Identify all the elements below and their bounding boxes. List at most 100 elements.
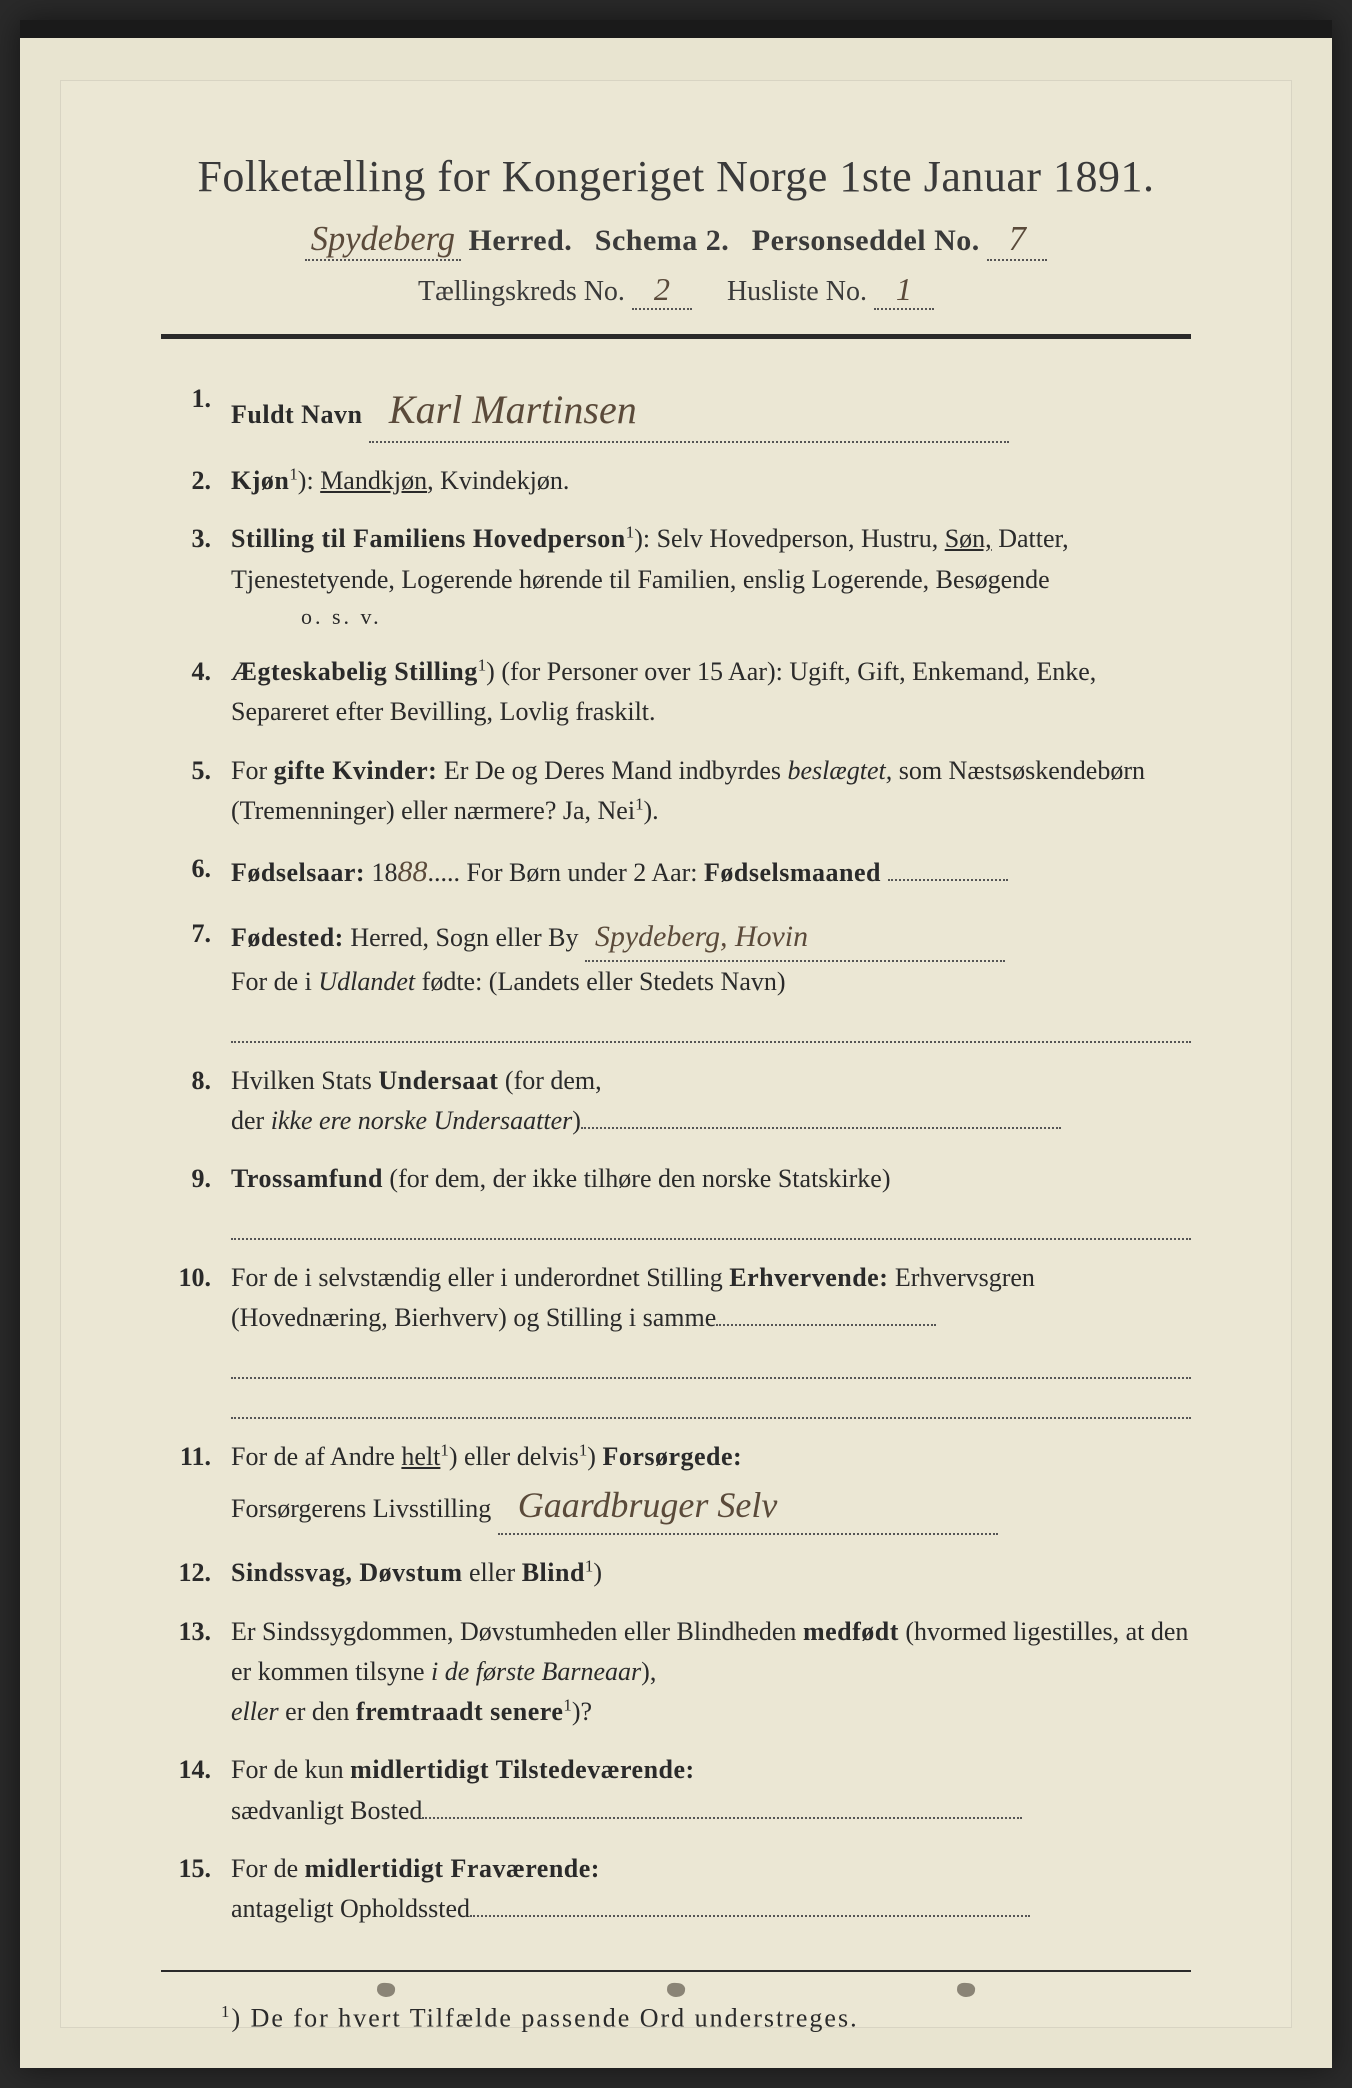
ital: Udlandet (318, 967, 415, 996)
ital: beslægtet, (788, 756, 893, 785)
husliste-label: Husliste No. (727, 276, 867, 307)
personseddel-label: Personseddel No. (752, 224, 980, 257)
ital: i de første Barneaar (431, 1657, 641, 1686)
text: fødte: (Landets eller Stedets Navn) (415, 967, 785, 996)
field-8-citizenship: Hvilken Stats Undersaat (for dem, der ik… (161, 1061, 1191, 1142)
field-list: Fuldt Navn Karl Martinsen Kjøn1): Mandkj… (161, 379, 1191, 1930)
field-label2: Blind (522, 1558, 585, 1587)
footnote-sup: 1 (221, 2002, 231, 2021)
sup: 1 (579, 1441, 587, 1460)
text: For (231, 756, 274, 785)
field-6-birthyear: Fødselsaar: 1888..... For Børn under 2 A… (161, 849, 1191, 895)
field-label: Fødselsaar: (231, 858, 365, 887)
text: antageligt Opholdssted (231, 1894, 470, 1923)
text: , Kvindekjøn. (427, 466, 569, 495)
blank (716, 1324, 936, 1326)
text: eller (463, 1558, 522, 1587)
blank (470, 1915, 1030, 1917)
footnote: 1) De for hvert Tilfælde passende Ord un… (161, 2002, 1191, 2034)
blank-line (231, 1342, 1191, 1378)
text: Hvilken Stats (231, 1066, 378, 1095)
field-10-occupation: For de i selvstændig eller i underordnet… (161, 1258, 1191, 1419)
field-label: gifte Kvinder: (274, 756, 438, 785)
field-5-married-women: For gifte Kvinder: Er De og Deres Mand i… (161, 751, 1191, 832)
census-title: Folketælling for Kongeriget Norge 1ste J… (161, 151, 1191, 202)
header-row-1: Spydeberg Herred. Schema 2. Personseddel… (161, 220, 1191, 261)
sup: 1 (563, 1696, 571, 1715)
year-prefix: 18 (365, 858, 398, 887)
text: For de (231, 1854, 305, 1883)
field-label: Undersaat (378, 1066, 498, 1095)
field-label2: fremtraadt senere (356, 1697, 564, 1726)
sup: 1 (478, 655, 486, 674)
year-hand: 88 (398, 849, 428, 895)
field-label: Kjøn (231, 466, 289, 495)
footnote-text: ) De for hvert Tilfælde passende Ord und… (231, 2003, 858, 2032)
field-label: Trossamfund (231, 1164, 383, 1193)
text: ) (587, 1442, 602, 1471)
taellingskreds-label: Tællingskreds No. (418, 276, 625, 307)
text: For de kun (231, 1755, 350, 1784)
text: ), (641, 1657, 656, 1686)
text: ) (572, 1106, 581, 1135)
option-underlined: Søn, (945, 524, 992, 553)
field-7-birthplace: Fødested: Herred, Sogn eller By Spydeber… (161, 914, 1191, 1043)
field-label: Sindssvag, Døvstum (231, 1558, 463, 1587)
text: ..... For Børn under 2 Aar: (427, 858, 704, 887)
field-value-hand: Spydeberg, Hovin (585, 914, 808, 960)
divider-thick (161, 334, 1191, 339)
text: ). (644, 796, 659, 825)
field-label: Ægteskabelig Stilling (231, 657, 478, 686)
field-label: Fødested: (231, 923, 344, 952)
text: For de af Andre (231, 1442, 401, 1471)
field-label: Fuldt Navn (231, 400, 362, 429)
text: Forsørgerens Livsstilling (231, 1494, 491, 1523)
blank (422, 1817, 1022, 1819)
field-label: Stilling til Familiens Hovedperson (231, 524, 626, 553)
document-page: Folketælling for Kongeriget Norge 1ste J… (20, 20, 1332, 2068)
sup: 1 (635, 794, 643, 813)
header-row-2: Tællingskreds No. 2 Husliste No. 1 (161, 271, 1191, 310)
husliste-no: 1 (874, 271, 934, 310)
text: For de i (231, 967, 318, 996)
herred-label: Herred. (469, 224, 573, 257)
punch-hole (956, 1982, 975, 1998)
field-14-temp-present: For de kun midlertidigt Tilstedeværende:… (161, 1750, 1191, 1831)
text: Er Sindssygdommen, Døvstumheden eller Bl… (231, 1617, 803, 1646)
field-label: Forsørgede: (602, 1442, 742, 1471)
und: helt (401, 1442, 440, 1471)
divider-thin (161, 1970, 1191, 1972)
text: Er De og Deres Mand indbyrdes (437, 756, 787, 785)
scan-edge (20, 20, 1332, 38)
text: ): Selv Hovedperson, Hustru, (634, 524, 945, 553)
text: )? (572, 1697, 592, 1726)
field-11-supported: For de af Andre helt1) eller delvis1) Fo… (161, 1437, 1191, 1535)
field-2-sex: Kjøn1): Mandkjøn, Kvindekjøn. (161, 461, 1191, 501)
field-1-name: Fuldt Navn Karl Martinsen (161, 379, 1191, 443)
punch-hole (376, 1982, 395, 1998)
field-value-hand: Gaardbruger Selv (498, 1478, 778, 1534)
field-label: medfødt (803, 1617, 899, 1646)
option-underlined: Mandkjøn (320, 466, 427, 495)
text: er den (279, 1697, 356, 1726)
herred-value: Spydeberg (305, 220, 461, 261)
text: (for dem, (498, 1066, 601, 1095)
field-13-congenital: Er Sindssygdommen, Døvstumheden eller Bl… (161, 1612, 1191, 1733)
blank-line (231, 1383, 1191, 1419)
field-9-religion: Trossamfund (for dem, der ikke tilhøre d… (161, 1159, 1191, 1240)
text: der (231, 1106, 271, 1135)
sup: 1 (440, 1441, 448, 1460)
taellingskreds-no: 2 (632, 271, 692, 310)
ital: ikke ere norske Undersaatter (271, 1106, 573, 1135)
field-label: Erhvervende: (729, 1263, 888, 1292)
sup: 1 (289, 464, 297, 483)
blank (581, 1127, 1061, 1129)
personseddel-no: 7 (987, 220, 1047, 261)
text: Herred, Sogn eller By (344, 923, 579, 952)
text: ) (593, 1558, 602, 1587)
text: ): (298, 466, 320, 495)
text: sædvanligt Bosted (231, 1796, 422, 1825)
field-label: midlertidigt Fraværende: (305, 1854, 600, 1883)
field-label: midlertidigt Tilstedeværende: (350, 1755, 695, 1784)
schema-label: Schema 2. (595, 224, 730, 257)
